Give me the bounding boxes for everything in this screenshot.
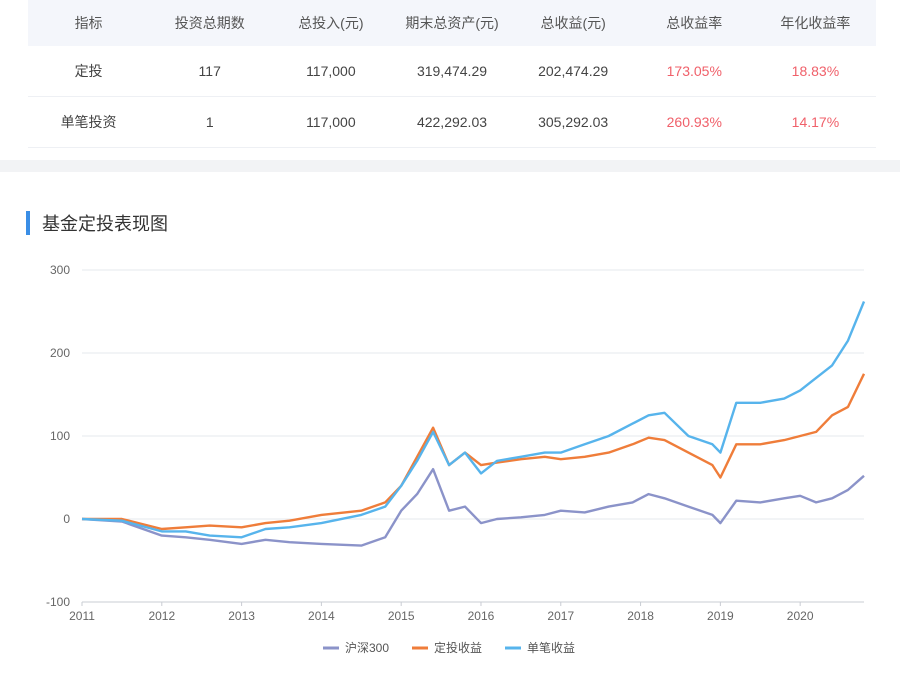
x-tick-label: 2012 [148, 609, 175, 623]
x-tick-label: 2016 [468, 609, 495, 623]
header-return-rate: 总收益率 [633, 0, 755, 46]
series-line-lump [81, 301, 866, 539]
table-row: 单笔投资 1 117,000 422,292.03 305,292.03 260… [28, 96, 876, 148]
header-total-input: 总投入(元) [270, 0, 392, 46]
x-tick-label: 2017 [547, 609, 574, 623]
y-tick-label: -100 [46, 595, 70, 609]
table-cell: 260.93% [633, 96, 755, 148]
x-tick-label: 2015 [388, 609, 415, 623]
table-cell: 117 [149, 46, 271, 97]
chart-title: 基金定投表现图 [42, 214, 168, 234]
y-tick-label: 100 [50, 429, 70, 443]
y-tick-label: 300 [50, 263, 70, 277]
section-header: 基金定投表现图 [26, 210, 168, 236]
section-divider [0, 160, 900, 172]
table-cell: 305,292.03 [512, 96, 634, 148]
table-cell: 117,000 [270, 96, 392, 148]
legend-label-lump: 单笔收益 [527, 640, 575, 655]
table-cell: 定投 [28, 46, 150, 97]
table-cell: 173.05% [633, 46, 755, 97]
series-line-hs300 [81, 468, 865, 547]
header-total-return: 总收益(元) [512, 0, 634, 46]
legend-label-dca: 定投收益 [434, 640, 482, 655]
table-cell: 1 [149, 96, 271, 148]
line-chart: -100 0 100 200 300 2011 2012 2013 2014 2015 2016 20… [46, 263, 866, 655]
x-tick-label: 2019 [707, 609, 734, 623]
table-cell: 319,474.29 [391, 46, 513, 97]
table-cell: 117,000 [270, 46, 392, 97]
header-final-assets: 期末总资产(元) [391, 0, 513, 46]
legend-label-hs300: 沪深300 [345, 641, 389, 655]
x-tick-label: 2014 [308, 609, 335, 623]
table-header-row: 指标 投资总期数 总投入(元) 期末总资产(元) 总收益(元) 总收益率 年化收… [28, 0, 876, 46]
chart-section: 基金定投表现图 -100 0 100 200 300 2011 2012 2013 2014 20… [0, 172, 900, 684]
title-accent-bar [26, 211, 30, 235]
series-line-dca [82, 373, 866, 531]
x-tick-label: 2018 [627, 609, 654, 623]
table-cell: 单笔投资 [28, 96, 150, 148]
table-cell: 18.83% [754, 46, 876, 97]
y-tick-label: 200 [50, 346, 70, 360]
summary-table: 指标 投资总期数 总投入(元) 期末总资产(元) 总收益(元) 总收益率 年化收… [28, 0, 876, 148]
header-indicator: 指标 [28, 0, 150, 46]
x-tick-label: 2013 [228, 609, 255, 623]
table-cell: 422,292.03 [391, 96, 513, 148]
table-row: 定投 117 117,000 319,474.29 202,474.29 173… [28, 46, 876, 97]
header-periods: 投资总期数 [149, 0, 271, 46]
table-cell: 14.17% [754, 96, 876, 148]
x-tick-label: 2011 [69, 609, 95, 623]
table-cell: 202,474.29 [512, 46, 634, 97]
header-annual-rate: 年化收益率 [754, 0, 876, 46]
summary-table-card: 指标 投资总期数 总投入(元) 期末总资产(元) 总收益(元) 总收益率 年化收… [28, 0, 876, 160]
y-tick-label: 0 [63, 512, 70, 526]
x-tick-label: 2020 [787, 609, 814, 623]
